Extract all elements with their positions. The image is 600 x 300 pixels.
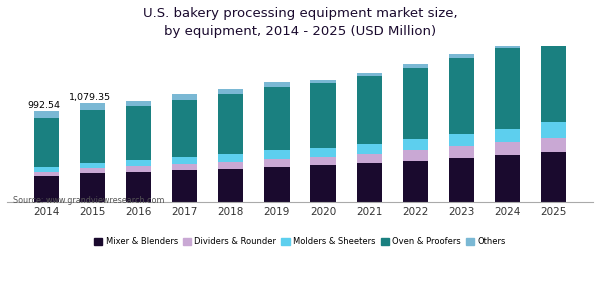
Bar	[34, 176, 59, 202]
Bar	[126, 100, 151, 106]
Title: U.S. bakery processing equipment market size,
by equipment, 2014 - 2025 (USD Mil: U.S. bakery processing equipment market …	[143, 7, 457, 38]
Bar	[403, 64, 428, 68]
Bar	[218, 154, 244, 162]
Bar	[172, 100, 197, 157]
Bar	[80, 163, 105, 168]
Text: 1,079.35: 1,079.35	[69, 93, 111, 102]
Bar	[449, 158, 474, 202]
Bar	[356, 76, 382, 143]
Bar	[356, 154, 382, 163]
Bar	[541, 32, 566, 36]
Bar	[172, 94, 197, 100]
Bar	[264, 87, 290, 150]
Bar	[356, 163, 382, 202]
Bar	[172, 170, 197, 202]
Bar	[264, 167, 290, 202]
Text: Source: www.grandviewresearch.com: Source: www.grandviewresearch.com	[13, 196, 164, 205]
Bar	[541, 122, 566, 138]
Bar	[310, 148, 336, 157]
Bar	[541, 36, 566, 122]
Bar	[126, 166, 151, 172]
Bar	[495, 155, 520, 202]
Text: 992.54: 992.54	[28, 101, 61, 110]
Bar	[218, 94, 244, 154]
Bar	[356, 143, 382, 154]
Bar	[126, 172, 151, 202]
Bar	[218, 88, 244, 94]
Bar	[403, 161, 428, 202]
Bar	[495, 44, 520, 48]
Bar	[541, 138, 566, 152]
Bar	[310, 80, 336, 83]
Bar	[449, 55, 474, 58]
Bar	[495, 129, 520, 142]
Bar	[449, 146, 474, 158]
Legend: Mixer & Blenders, Dividers & Rounder, Molders & Sheeters, Oven & Proofers, Other: Mixer & Blenders, Dividers & Rounder, Mo…	[91, 234, 509, 250]
Bar	[310, 166, 336, 202]
Bar	[541, 152, 566, 202]
Bar	[356, 73, 382, 76]
Bar	[126, 106, 151, 160]
Bar	[403, 150, 428, 161]
Bar	[80, 168, 105, 173]
Bar	[449, 134, 474, 146]
Bar	[172, 157, 197, 164]
Bar	[34, 111, 59, 118]
Bar	[34, 167, 59, 172]
Bar	[172, 164, 197, 170]
Bar	[34, 172, 59, 176]
Bar	[449, 58, 474, 134]
Bar	[264, 82, 290, 87]
Bar	[218, 162, 244, 169]
Bar	[34, 118, 59, 166]
Bar	[264, 150, 290, 159]
Bar	[403, 140, 428, 150]
Bar	[80, 173, 105, 202]
Bar	[126, 160, 151, 166]
Bar	[218, 169, 244, 202]
Bar	[80, 110, 105, 163]
Bar	[80, 103, 105, 110]
Bar	[403, 68, 428, 140]
Bar	[495, 142, 520, 155]
Bar	[310, 83, 336, 148]
Bar	[264, 159, 290, 167]
Bar	[495, 48, 520, 129]
Bar	[310, 157, 336, 166]
